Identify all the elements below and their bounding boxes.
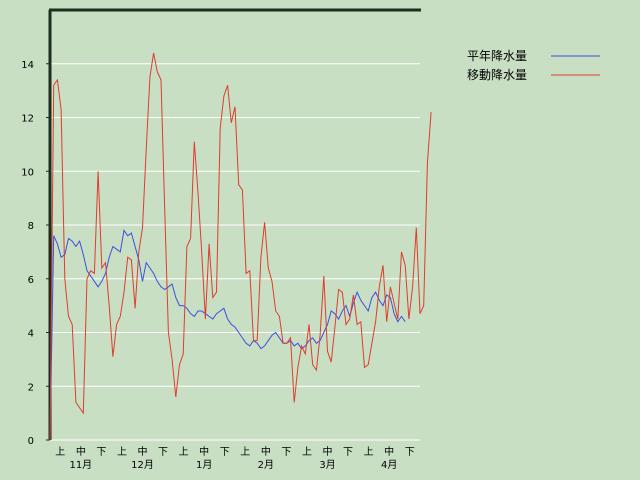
month-label: 3月 xyxy=(319,459,335,471)
month-label: 11月 xyxy=(69,459,92,471)
x-tick-label: 上 xyxy=(179,446,189,458)
legend-label: 移動降水量 xyxy=(467,68,527,82)
y-tick-label: 6 xyxy=(28,275,34,286)
x-tick-label: 上 xyxy=(55,446,65,458)
x-tick-label: 中 xyxy=(199,445,209,458)
x-tick-label: 上 xyxy=(302,446,312,458)
series-line-normal xyxy=(49,229,406,441)
y-tick-label: 0 xyxy=(28,436,34,447)
y-tick-label: 8 xyxy=(28,221,34,232)
y-tick-label: 12 xyxy=(21,114,34,125)
x-tick-label: 中 xyxy=(261,445,271,458)
gridlines xyxy=(50,63,420,441)
x-tick-label: 中 xyxy=(138,445,148,458)
y-tick-label: 10 xyxy=(21,167,34,178)
y-tick-label: 14 xyxy=(21,60,34,71)
x-tick-label: 下 xyxy=(96,447,106,458)
x-tick-label: 上 xyxy=(240,446,250,458)
x-tick-label: 中 xyxy=(384,445,394,458)
y-tick-label: 4 xyxy=(28,329,34,340)
series-lines xyxy=(49,52,432,441)
x-tick-label: 下 xyxy=(281,447,291,458)
y-axis-ticks: 0 2 4 6 8 10 12 14 xyxy=(21,60,50,447)
x-tick-label: 上 xyxy=(117,446,127,458)
x-tick-label: 下 xyxy=(220,447,230,458)
month-label: 2月 xyxy=(258,459,274,471)
month-label: 1月 xyxy=(196,459,212,471)
x-tick-label: 中 xyxy=(76,445,86,458)
x-axis-ticks: 上中下上中下上中下上中下上中下上中下11月 12月 1月 2月 3月 4月 xyxy=(55,445,414,471)
month-label: 4月 xyxy=(381,459,397,471)
x-tick-label: 下 xyxy=(405,447,415,458)
x-tick-label: 下 xyxy=(158,447,168,458)
x-tick-label: 上 xyxy=(364,446,374,458)
month-label: 12月 xyxy=(131,459,154,471)
series-line-moving xyxy=(49,52,432,441)
x-tick-label: 中 xyxy=(323,445,333,458)
y-tick-label: 2 xyxy=(28,382,34,393)
legend-label: 平年降水量 xyxy=(467,49,527,63)
x-tick-label: 下 xyxy=(343,447,353,458)
